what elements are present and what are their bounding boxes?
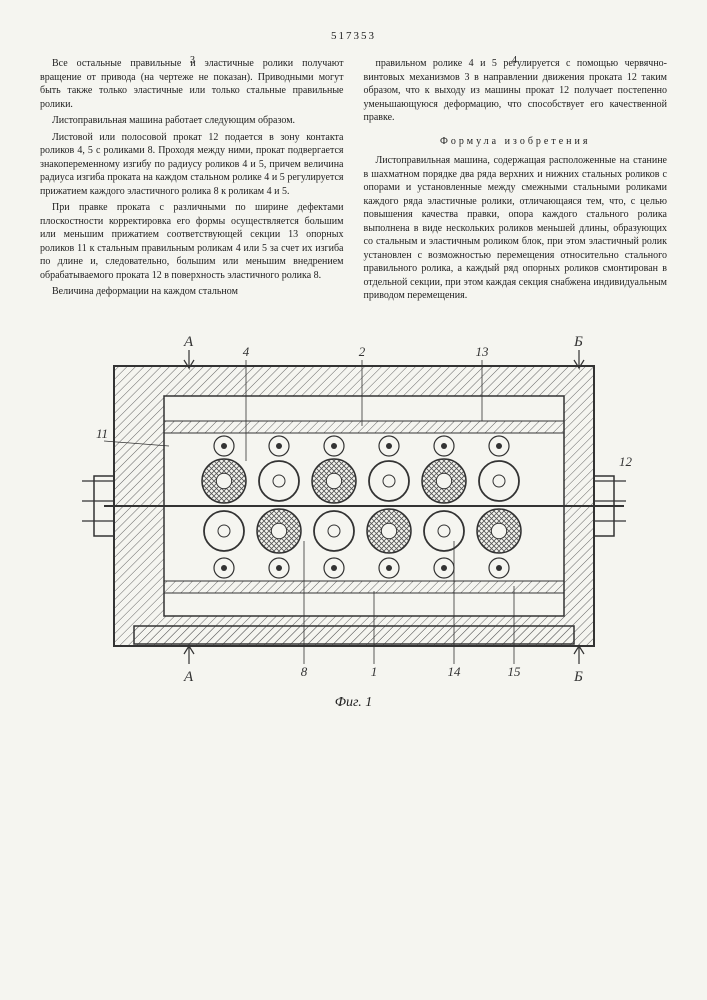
para: При правке проката с различными по ширин…: [40, 201, 344, 282]
svg-text:8: 8: [300, 664, 307, 679]
col-num-left: 3: [190, 55, 195, 66]
patent-number: 517353: [331, 30, 376, 42]
left-column: Все остальные правильные и эластичные ро…: [40, 57, 344, 306]
svg-text:12: 12: [619, 454, 633, 469]
svg-text:11: 11: [96, 426, 108, 441]
para: Величина деформации на каждом стальном: [40, 285, 344, 299]
svg-text:2: 2: [358, 344, 365, 359]
svg-text:13: 13: [475, 344, 489, 359]
page-header: 517353: [40, 30, 667, 42]
right-column: правильном ролике 4 и 5 регулируется с п…: [364, 57, 668, 306]
svg-text:А: А: [183, 334, 194, 350]
figure-container: 4 2 13 11 12 8 1 14 15 А А Б Б Фиг. 1: [40, 326, 667, 711]
svg-text:Б: Б: [573, 334, 583, 350]
para: Листоправильная машина, содержащая распо…: [364, 154, 668, 303]
svg-text:14: 14: [447, 664, 461, 679]
para: Листоправильная машина работает следующи…: [40, 114, 344, 128]
svg-text:1: 1: [370, 664, 377, 679]
figure-svg: 4 2 13 11 12 8 1 14 15 А А Б Б: [74, 326, 634, 686]
text-columns: Все остальные правильные и эластичные ро…: [40, 57, 667, 306]
svg-text:А: А: [183, 669, 194, 685]
para: правильном ролике 4 и 5 регулируется с п…: [364, 57, 668, 125]
figure-label: Фиг. 1: [74, 695, 634, 711]
figure-1: 4 2 13 11 12 8 1 14 15 А А Б Б Фиг. 1: [74, 326, 634, 711]
col-num-right: 4: [512, 55, 517, 66]
formula-title: Формула изобретения: [364, 135, 668, 149]
svg-text:15: 15: [507, 664, 521, 679]
svg-text:Б: Б: [573, 669, 583, 685]
para: Листовой или полосовой прокат 12 подаетс…: [40, 131, 344, 199]
svg-text:4: 4: [242, 344, 249, 359]
